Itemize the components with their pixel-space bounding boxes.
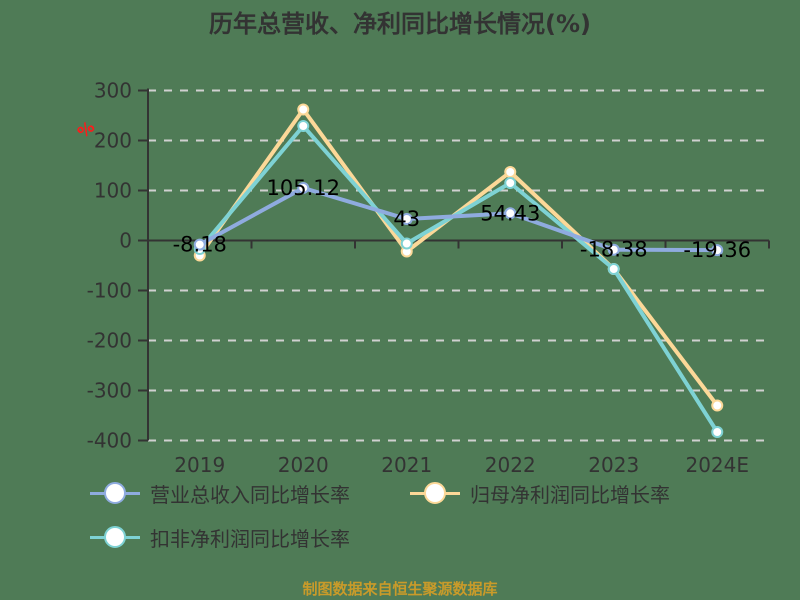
x-tick-label: 2019 [174, 453, 225, 477]
data-series [193, 103, 724, 438]
data-label: -18.38 [580, 238, 648, 262]
legend-line-circle-icon [410, 478, 460, 508]
y-tick-label: 300 [94, 79, 132, 103]
data-point-marker [193, 238, 206, 251]
data-labels: -8.18 105.12 43 54.43 -18.38 -19.36 [173, 176, 752, 262]
data-point-marker [297, 103, 310, 116]
data-point-marker [711, 399, 724, 412]
legend-circle-icon [104, 526, 126, 548]
legend-label: 归母净利润同比增长率 [470, 482, 670, 507]
data-label: -8.18 [173, 233, 227, 257]
y-axis-tick-labels: 300 200 100 0 -100 -200 -300 -400 [87, 79, 132, 453]
data-label: -19.36 [683, 238, 751, 262]
data-point-marker [504, 177, 517, 189]
grid-lines [148, 89, 765, 442]
y-tick-label: -100 [87, 279, 132, 303]
data-point-marker [297, 120, 310, 132]
legend-label: 扣非净利润同比增长率 [150, 526, 350, 551]
legend-circle-icon [104, 482, 126, 504]
data-source-footer: 制图数据来自恒生聚源数据库 [302, 580, 498, 598]
data-point-marker [711, 426, 724, 438]
legend-circle-icon [424, 482, 446, 504]
data-point-marker [297, 181, 310, 194]
y-tick-label: 0 [119, 229, 132, 253]
chart-title: 历年总营收、净利同比增长情况(%) [209, 10, 591, 38]
series-line [198, 124, 719, 434]
data-label: 105.12 [267, 176, 340, 200]
data-point-marker [711, 244, 724, 257]
legend-label: 营业总收入同比增长率 [150, 482, 350, 507]
data-point-marker [400, 213, 413, 225]
data-label: 43 [393, 207, 420, 231]
data-point-marker [607, 263, 620, 275]
x-tick-label: 2024E [685, 453, 749, 477]
x-axis-tick-labels: 2019 2020 2021 2022 2023 2024E [174, 453, 749, 477]
legend-line-circle-icon [90, 478, 140, 508]
y-tick-label: -400 [87, 429, 132, 453]
x-tick-label: 2022 [485, 453, 536, 477]
legend-line-circle-icon [90, 522, 140, 552]
legend-item-revenue[interactable]: 营业总收入同比增长率 [90, 478, 350, 508]
legend-item-net-profit[interactable]: 归母净利润同比增长率 [410, 478, 670, 508]
data-label: 54.43 [480, 201, 540, 225]
legend-item-deducted-profit[interactable]: 扣非净利润同比增长率 [90, 522, 350, 552]
y-tick-label: -200 [87, 329, 132, 353]
y-tick-label: 100 [94, 179, 132, 203]
x-tick-label: 2020 [278, 453, 329, 477]
y-tick-label: -300 [87, 379, 132, 403]
y-tick-label: 200 [94, 129, 132, 153]
series-line [198, 185, 718, 253]
axes [138, 88, 770, 442]
data-point-marker [400, 237, 413, 250]
data-point-marker [504, 166, 517, 178]
x-tick-label: 2021 [381, 453, 432, 477]
x-tick-label: 2023 [588, 453, 639, 477]
data-point-marker [607, 243, 620, 256]
data-point-marker [504, 207, 517, 220]
